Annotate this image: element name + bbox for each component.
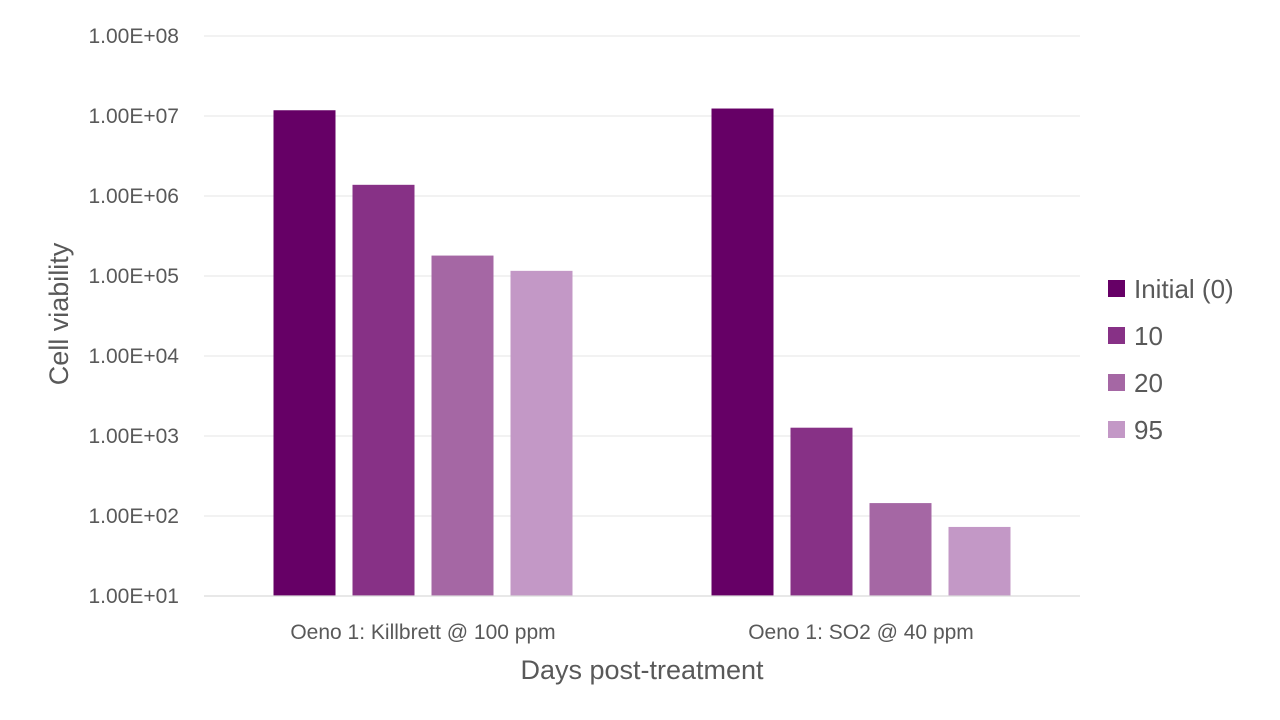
bar-10-cat-2	[790, 427, 853, 596]
bar-95-cat-2	[948, 526, 1011, 596]
bar-95-cat-1	[510, 270, 573, 596]
bars	[273, 108, 1011, 597]
y-tick-label: 1.00E+08	[88, 25, 179, 48]
y-tick-label: 1.00E+06	[88, 185, 179, 208]
legend-swatch	[1108, 280, 1125, 297]
bar-10-cat-1	[352, 184, 415, 596]
bar-initial-0-cat-1	[273, 110, 336, 596]
x-axis-title: Days post-treatment	[520, 655, 764, 685]
legend-swatch	[1108, 374, 1125, 391]
legend-label: 95	[1134, 415, 1163, 445]
legend: Initial (0) 10 20 95	[1108, 274, 1234, 445]
bar-initial-0-cat-2	[711, 108, 774, 596]
x-axis-category-labels: Oeno 1: Killbrett @ 100 ppm Oeno 1: SO2 @…	[290, 621, 973, 644]
y-axis-tick-labels: 1.00E+01 1.00E+02 1.00E+03 1.00E+04 1.00E+05…	[88, 25, 179, 608]
y-tick-label: 1.00E+03	[88, 425, 179, 448]
legend-swatch	[1108, 421, 1125, 438]
bar-20-cat-1	[431, 255, 494, 597]
gridlines	[204, 35, 1080, 517]
y-axis-title: Cell viability	[44, 242, 74, 385]
bar-20-cat-2	[869, 503, 932, 596]
y-tick-label: 1.00E+01	[88, 585, 179, 608]
legend-label: Initial (0)	[1134, 274, 1234, 304]
y-tick-label: 1.00E+05	[88, 265, 179, 288]
y-tick-label: 1.00E+02	[88, 505, 179, 528]
y-tick-label: 1.00E+04	[88, 345, 179, 368]
y-tick-label: 1.00E+07	[88, 105, 179, 128]
x-category-label: Oeno 1: SO2 @ 40 ppm	[748, 621, 974, 644]
legend-label: 20	[1134, 368, 1163, 398]
legend-swatch	[1108, 327, 1125, 344]
legend-label: 10	[1134, 321, 1163, 351]
x-category-label: Oeno 1: Killbrett @ 100 ppm	[290, 621, 555, 644]
